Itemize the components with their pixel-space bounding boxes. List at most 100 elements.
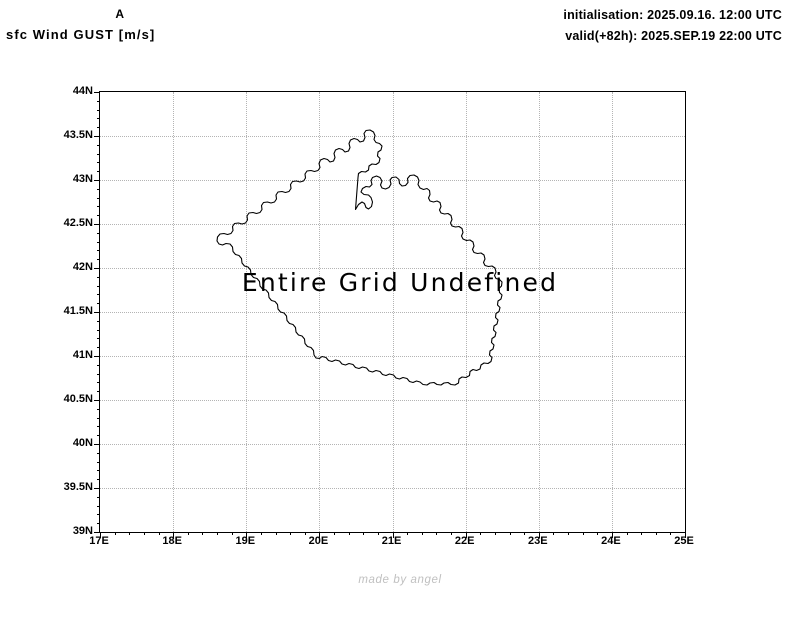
y-axis-tick-label: 43N: [72, 173, 93, 185]
x-axis-minor-tick: [114, 532, 116, 535]
x-axis-minor-tick: [217, 532, 218, 535]
gridline-horizontal: [100, 488, 685, 489]
y-axis-tick-label: 40N: [72, 437, 93, 449]
x-axis-minor-tick: [509, 532, 511, 535]
y-axis-minor-tick: [97, 232, 100, 234]
y-axis-tick: [94, 224, 100, 225]
y-axis-minor-tick: [97, 373, 100, 375]
y-axis-minor-tick: [97, 188, 100, 190]
x-axis-tick-label: 25E: [674, 535, 694, 547]
x-axis-minor-tick: [290, 532, 292, 535]
x-axis-minor-tick: [655, 532, 657, 535]
y-axis-minor-tick: [97, 320, 100, 322]
model-label: A: [115, 7, 125, 21]
x-axis-tick: [319, 532, 321, 538]
x-axis-minor-tick: [231, 532, 233, 535]
x-axis-minor-tick: [187, 532, 189, 535]
x-axis-tick: [100, 532, 101, 538]
x-axis-minor-tick: [363, 532, 365, 535]
y-axis-minor-tick: [97, 153, 100, 155]
x-axis-tick-label: 18E: [162, 535, 182, 547]
x-axis-minor-tick: [304, 532, 306, 535]
x-axis-minor-tick: [597, 532, 599, 535]
y-axis-labels: 44N 43.5N 43N 42.5N 42N 41.5N 41N 40.5N 40N 39.5N…: [55, 85, 93, 537]
x-axis-tick: [538, 532, 540, 538]
x-axis-tick-label: 19E: [235, 535, 256, 547]
y-axis-minor-tick: [97, 514, 100, 516]
y-axis-minor-tick: [97, 118, 100, 120]
y-axis-tick: [94, 136, 100, 137]
y-axis-minor-tick: [97, 241, 100, 243]
y-axis-tick-label: 41.5N: [63, 305, 93, 317]
x-axis-minor-tick: [158, 532, 160, 535]
x-axis-minor-tick: [524, 532, 526, 535]
x-axis-tick-label: 24E: [601, 535, 621, 547]
y-axis-tick: [94, 488, 100, 489]
y-axis-tick-label: 42.5N: [63, 217, 93, 229]
gridline-horizontal: [100, 180, 685, 181]
y-axis-minor-tick: [97, 171, 100, 173]
y-axis-minor-tick: [97, 364, 100, 366]
x-axis-minor-tick: [670, 532, 672, 535]
x-axis-minor-tick: [143, 532, 145, 535]
y-axis-tick-label: 44N: [72, 85, 93, 97]
x-axis-minor-tick: [494, 532, 496, 535]
x-axis-minor-tick: [568, 532, 569, 535]
y-axis-minor-tick: [97, 470, 100, 472]
gridline-horizontal: [100, 444, 685, 445]
gridline-horizontal: [100, 400, 685, 401]
gridline-horizontal: [100, 356, 685, 357]
y-axis-minor-tick: [97, 461, 100, 463]
y-axis-tick-label: 39.5N: [63, 481, 93, 493]
map-plot-area: [94, 91, 686, 538]
gridline-horizontal: [100, 312, 685, 313]
x-axis-minor-tick: [626, 532, 628, 535]
grid-undefined-message: Entire Grid Undefined: [241, 268, 559, 297]
x-axis-tick-label: 20E: [308, 535, 329, 547]
x-axis-tick-label: 17E: [89, 535, 109, 547]
credit-text: made by angel: [358, 574, 442, 586]
y-axis-tick: [94, 92, 100, 93]
x-axis-minor-tick: [260, 532, 262, 535]
initialisation-time: initialisation: 2025.09.16. 12:00 UTC: [563, 8, 782, 22]
y-axis-minor-tick: [97, 496, 100, 498]
y-axis-tick: [94, 312, 100, 313]
y-axis-minor-tick: [97, 109, 100, 111]
y-axis-minor-tick: [97, 408, 100, 410]
y-axis-minor-tick: [97, 523, 100, 525]
y-axis-minor-tick: [97, 250, 100, 252]
y-axis-minor-tick: [97, 338, 100, 340]
y-axis-tick-label: 41N: [72, 349, 93, 361]
x-axis-minor-tick: [407, 532, 409, 535]
y-axis-minor-tick: [97, 162, 100, 164]
x-axis-minor-tick: [334, 532, 335, 535]
y-axis-tick: [94, 532, 100, 533]
y-axis-tick: [94, 356, 100, 357]
y-axis-tick-label: 39N: [72, 525, 93, 537]
y-axis-minor-tick: [97, 391, 100, 393]
y-axis-minor-tick: [97, 479, 100, 481]
y-axis-minor-tick: [97, 294, 100, 296]
y-axis-minor-tick: [97, 347, 100, 349]
y-axis-minor-tick: [97, 285, 100, 287]
y-axis-tick-label: 43.5N: [63, 129, 93, 141]
y-axis-minor-tick: [97, 435, 100, 437]
y-axis-minor-tick: [97, 206, 100, 208]
y-axis-tick: [94, 268, 100, 269]
x-axis-minor-tick: [275, 532, 277, 535]
y-axis-minor-tick: [97, 303, 100, 305]
x-axis-minor-tick: [421, 532, 423, 535]
x-axis-minor-tick: [377, 532, 379, 535]
x-axis-tick: [611, 532, 613, 538]
x-axis-tick-label: 21E: [381, 535, 402, 547]
y-axis-minor-tick: [97, 100, 100, 102]
x-axis-minor-tick: [436, 532, 438, 535]
y-axis-minor-tick: [97, 215, 100, 217]
y-axis-minor-tick: [97, 329, 100, 331]
x-axis-tick-label: 22E: [454, 535, 475, 547]
y-axis-minor-tick: [97, 259, 100, 261]
x-axis-minor-tick: [582, 532, 584, 535]
y-axis-minor-tick: [97, 144, 100, 146]
y-axis-tick: [94, 444, 100, 445]
